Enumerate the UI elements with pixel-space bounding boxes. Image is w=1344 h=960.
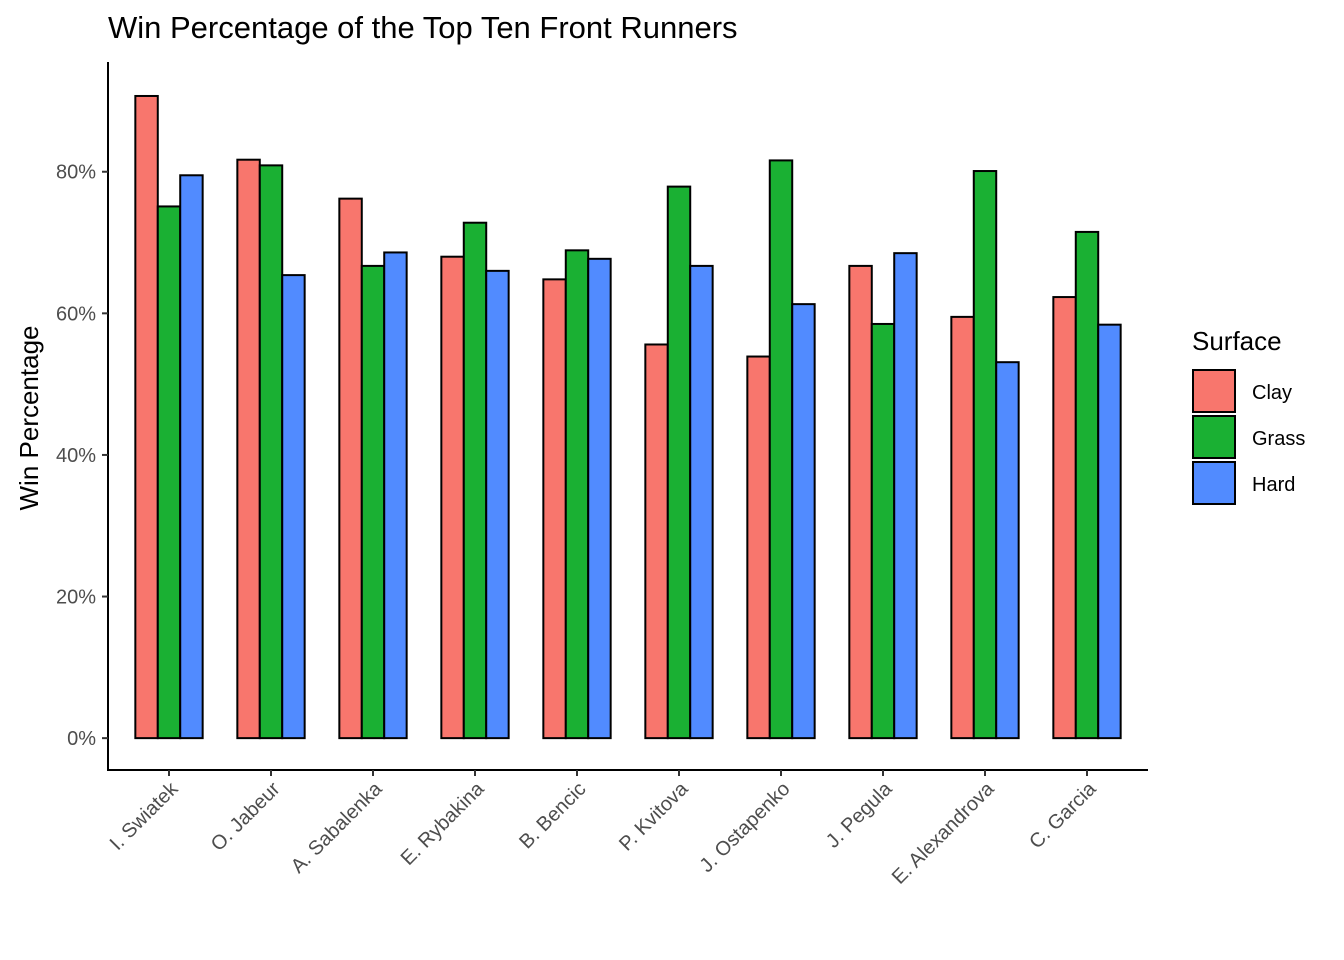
bar-e-rybakina-hard — [485, 269, 510, 740]
legend-key-grass — [1192, 415, 1236, 459]
bar-a-sabalenka-hard — [383, 251, 408, 740]
x-tick-label-i-swiatek: I. Swiatek — [106, 777, 184, 855]
legend: Surface Clay Grass Hard — [1192, 326, 1305, 505]
bar-i-swiatek-grass — [156, 205, 182, 740]
x-tick-label-c-garcia: C. Garcia — [1025, 777, 1101, 853]
bar-e-alexandrova-hard — [995, 361, 1020, 740]
bar-e-rybakina-grass — [462, 221, 488, 740]
bar-c-garcia-hard — [1097, 323, 1122, 740]
x-tick-label-j-ostapenko: J. Ostapenko — [696, 778, 795, 877]
y-tick-label: 60% — [56, 303, 96, 325]
y-axis-label: Win Percentage — [14, 326, 44, 511]
bar-b-bencic-grass — [564, 249, 590, 740]
x-tick-label-b-bencic: B. Bencic — [515, 778, 590, 853]
bar-e-rybakina-clay — [440, 255, 465, 740]
x-tick-label-e-alexandrova: E. Alexandrova — [888, 777, 999, 888]
bar-a-sabalenka-clay — [338, 197, 363, 740]
bar-c-garcia-clay — [1052, 296, 1077, 740]
y-tick-label: 0% — [67, 728, 96, 750]
bar-e-alexandrova-clay — [950, 315, 975, 740]
legend-label-clay: Clay — [1252, 382, 1292, 404]
chart-title: Win Percentage of the Top Ten Front Runn… — [108, 10, 738, 45]
bar-a-sabalenka-grass — [360, 264, 386, 740]
bar-o-jabeur-clay — [236, 158, 261, 740]
bar-o-jabeur-hard — [281, 274, 306, 740]
bar-j-ostapenko-hard — [791, 303, 816, 740]
legend-items: Clay Grass Hard — [1192, 369, 1305, 505]
x-tick-label-a-sabalenka: A. Sabalenka — [287, 777, 387, 877]
bars-layer — [134, 94, 1122, 740]
y-tick-label: 20% — [56, 587, 96, 609]
legend-title: Surface — [1192, 326, 1282, 356]
bar-j-pegula-clay — [848, 264, 873, 740]
bar-j-ostapenko-grass — [768, 159, 794, 740]
legend-key-clay — [1192, 369, 1236, 413]
legend-label-grass: Grass — [1252, 428, 1305, 450]
y-ticks: 0% 20% 40% 60% 80% — [56, 162, 108, 750]
bar-b-bencic-clay — [542, 278, 567, 740]
bar-p-kvitova-grass — [666, 185, 692, 740]
bar-c-garcia-grass — [1074, 230, 1100, 740]
bar-i-swiatek-hard — [179, 174, 204, 740]
y-tick-label: 40% — [56, 445, 96, 467]
x-tick-label-p-kvitova: P. Kvitova — [615, 777, 693, 855]
legend-key-hard — [1192, 461, 1236, 505]
bar-p-kvitova-clay — [644, 343, 669, 740]
x-tick-label-j-pegula: J. Pegula — [822, 777, 897, 852]
bar-b-bencic-hard — [587, 257, 612, 740]
bar-i-swiatek-clay — [134, 94, 159, 740]
x-tick-label-e-rybakina: E. Rybakina — [397, 777, 489, 869]
bar-e-alexandrova-grass — [972, 170, 998, 740]
x-ticks: I. Swiatek O. Jabeur A. Sabalenka E. Rybaki… — [106, 770, 1101, 889]
bar-j-pegula-grass — [870, 322, 896, 740]
bar-p-kvitova-hard — [689, 264, 714, 740]
legend-label-hard: Hard — [1252, 474, 1295, 496]
bar-o-jabeur-grass — [258, 164, 284, 740]
bar-j-pegula-hard — [893, 252, 918, 740]
bar-j-ostapenko-clay — [746, 355, 771, 740]
y-tick-label: 80% — [56, 162, 96, 184]
x-tick-label-o-jabeur: O. Jabeur — [207, 778, 285, 856]
